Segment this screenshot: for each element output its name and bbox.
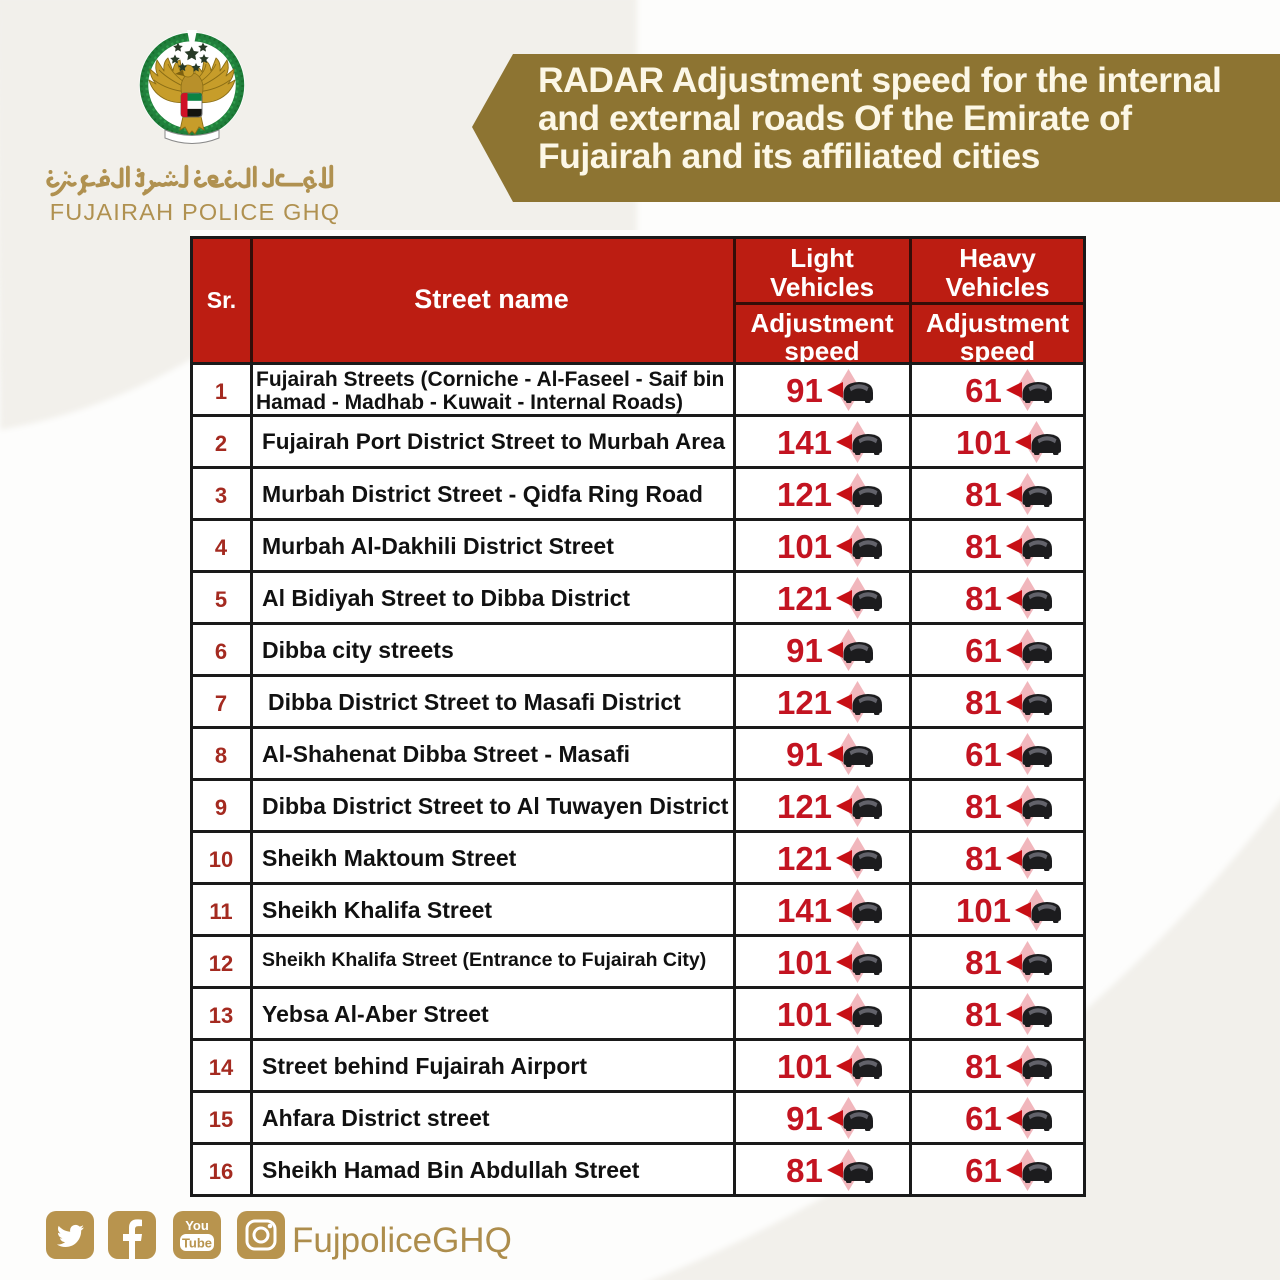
svg-text:Tube: Tube — [182, 1236, 212, 1251]
svg-text:You: You — [185, 1218, 209, 1233]
